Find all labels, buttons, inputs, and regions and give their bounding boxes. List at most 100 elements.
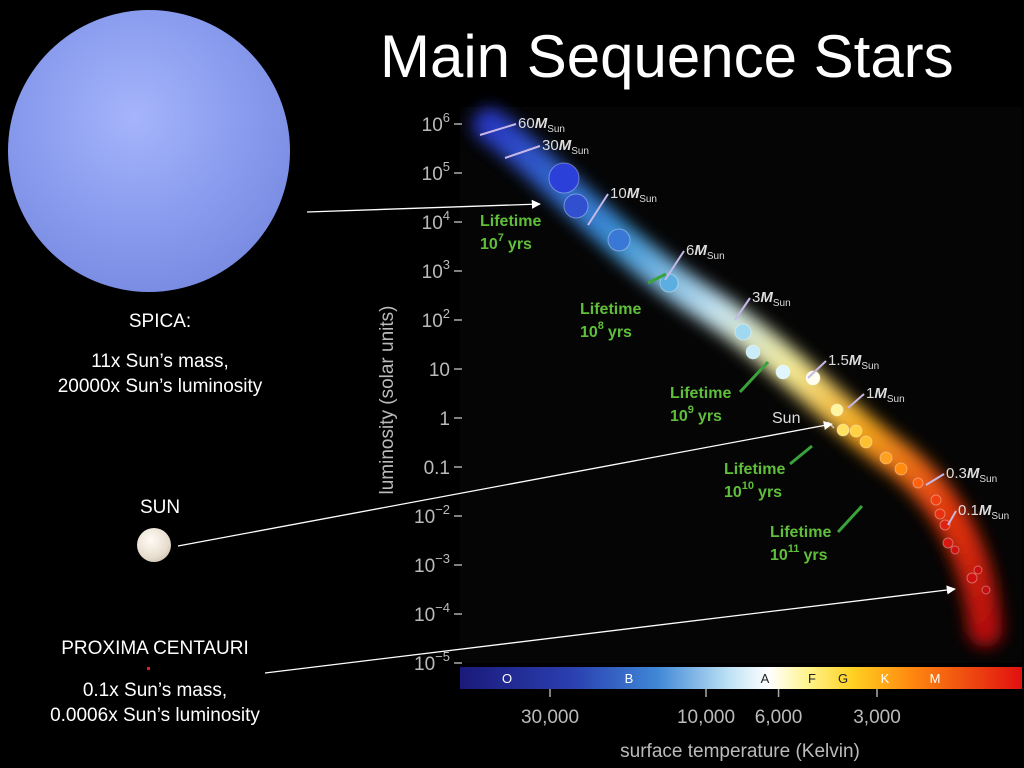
spica-label: SPICA: <box>128 311 192 332</box>
mass-unit: M <box>760 289 773 306</box>
y-tick-exponent: −4 <box>435 600 450 615</box>
lifetime-value: 109 yrs <box>670 404 722 425</box>
spica-star-image <box>8 10 290 292</box>
sun-arrow <box>177 421 833 547</box>
mass-subscript: Sun <box>571 146 589 157</box>
y-tick-base: 10 <box>414 556 435 577</box>
mass-pointer <box>587 193 609 226</box>
mass-subscript: Sun <box>861 361 879 372</box>
star-marker <box>934 508 946 520</box>
star-markers <box>548 162 991 595</box>
mass-subscript: Sun <box>547 124 565 135</box>
star-marker <box>830 403 844 417</box>
mass-pointer <box>479 123 517 136</box>
mass-subscript: Sun <box>707 251 725 262</box>
proxima-arrow <box>264 585 956 674</box>
star-marker <box>548 162 580 194</box>
mass-subscript: Sun <box>773 298 791 309</box>
star-marker <box>734 323 752 341</box>
mass-unit: M <box>627 185 640 202</box>
y-tick-exponent: 6 <box>443 110 450 125</box>
lifetime-value: 1010 yrs <box>724 480 782 501</box>
y-tick-base: 10 <box>422 164 443 185</box>
spectral-class-g: G <box>838 671 848 686</box>
mass-value: 6 <box>686 242 694 259</box>
lifetime-pointer <box>789 444 813 466</box>
spectral-class-m: M <box>930 671 941 686</box>
y-tick-label: 10−2 <box>414 502 450 528</box>
star-marker <box>849 424 863 438</box>
x-tick-label: 3,000 <box>853 707 901 728</box>
lifetime-base: 10 <box>670 408 688 425</box>
mass-value: 60 <box>518 115 535 132</box>
star-marker <box>939 519 951 531</box>
slide-title: Main Sequence Stars <box>380 23 954 90</box>
spectral-class-a: A <box>761 671 770 686</box>
lifetime-exponent: 8 <box>598 320 604 332</box>
y-tick-base: 10 <box>422 262 443 283</box>
y-tick-label: 10−4 <box>414 600 450 626</box>
y-axis-label: luminosity (solar units) <box>377 306 398 495</box>
proxima-label: PROXIMA CENTAURI <box>61 638 249 659</box>
mass-label: 6MSun <box>686 242 725 262</box>
mass-value: 0.1 <box>958 502 979 519</box>
y-tick-label: 1 <box>439 409 450 430</box>
spectral-class-k: K <box>881 671 890 686</box>
lifetime-word: Lifetime <box>580 301 641 318</box>
lifetime-pointer <box>647 272 667 285</box>
y-tick-label: 10−5 <box>414 649 450 675</box>
star-marker <box>966 572 978 584</box>
lifetime-pointer <box>738 360 770 394</box>
star-marker <box>805 370 821 386</box>
lifetime-base: 10 <box>770 547 788 564</box>
mass-label: 30MSun <box>542 137 589 157</box>
mass-pointer <box>807 360 827 379</box>
y-tick-base: 10 <box>422 311 443 332</box>
star-marker <box>563 193 589 219</box>
star-marker <box>942 537 954 549</box>
mass-pointer <box>504 145 541 159</box>
star-marker <box>912 477 924 489</box>
mass-unit: M <box>874 385 887 402</box>
mass-value: 1 <box>866 385 874 402</box>
mass-pointer <box>947 510 957 526</box>
lifetime-exponent: 11 <box>788 543 800 555</box>
sun-label: SUN <box>139 497 181 518</box>
spica-mass-text: 11x Sun’s mass, <box>91 351 229 372</box>
mass-pointer <box>847 393 865 409</box>
mass-label: 0.1MSun <box>958 502 1009 522</box>
lifetime-value: 108 yrs <box>580 320 632 341</box>
y-tick-exponent: 2 <box>443 306 450 321</box>
lifetime-unit: yrs <box>758 484 782 501</box>
lifetime-base: 10 <box>724 484 742 501</box>
mass-labels: 60MSun30MSun10MSun6MSun3MSun1.5MSun1MSun… <box>479 115 1009 526</box>
x-axis-label: surface temperature (Kelvin) <box>620 741 860 762</box>
y-tick-base: 10 <box>414 654 435 675</box>
spectral-class-b: B <box>625 671 634 686</box>
mass-label: 0.3MSun <box>946 465 997 485</box>
mass-value: 0.3 <box>946 465 967 482</box>
mass-subscript: Sun <box>991 511 1009 522</box>
mass-unit: M <box>967 465 980 482</box>
y-tick-exponent: −5 <box>435 649 450 664</box>
sun-star-image <box>137 528 171 562</box>
lifetime-word: Lifetime <box>724 461 785 478</box>
spectral-class-bar <box>460 667 1022 689</box>
lifetime-exponent: 9 <box>688 404 694 416</box>
lifetime-value: 107 yrs <box>480 232 532 253</box>
y-tick-base: 1 <box>439 409 450 430</box>
y-tick-label: 102 <box>422 306 450 332</box>
star-marker <box>981 585 991 595</box>
lifetime-unit: yrs <box>608 324 632 341</box>
y-tick-exponent: −2 <box>435 502 450 517</box>
y-tick-label: 10−3 <box>414 551 450 577</box>
lifetime-unit: yrs <box>803 547 827 564</box>
lifetime-word: Lifetime <box>770 524 831 541</box>
lifetime-exponent: 7 <box>498 232 504 244</box>
y-tick-base: 0.1 <box>424 458 450 479</box>
mass-unit: M <box>559 137 572 154</box>
mass-pointer <box>925 473 945 486</box>
mass-value: 30 <box>542 137 559 154</box>
mass-label: 3MSun <box>752 289 791 309</box>
